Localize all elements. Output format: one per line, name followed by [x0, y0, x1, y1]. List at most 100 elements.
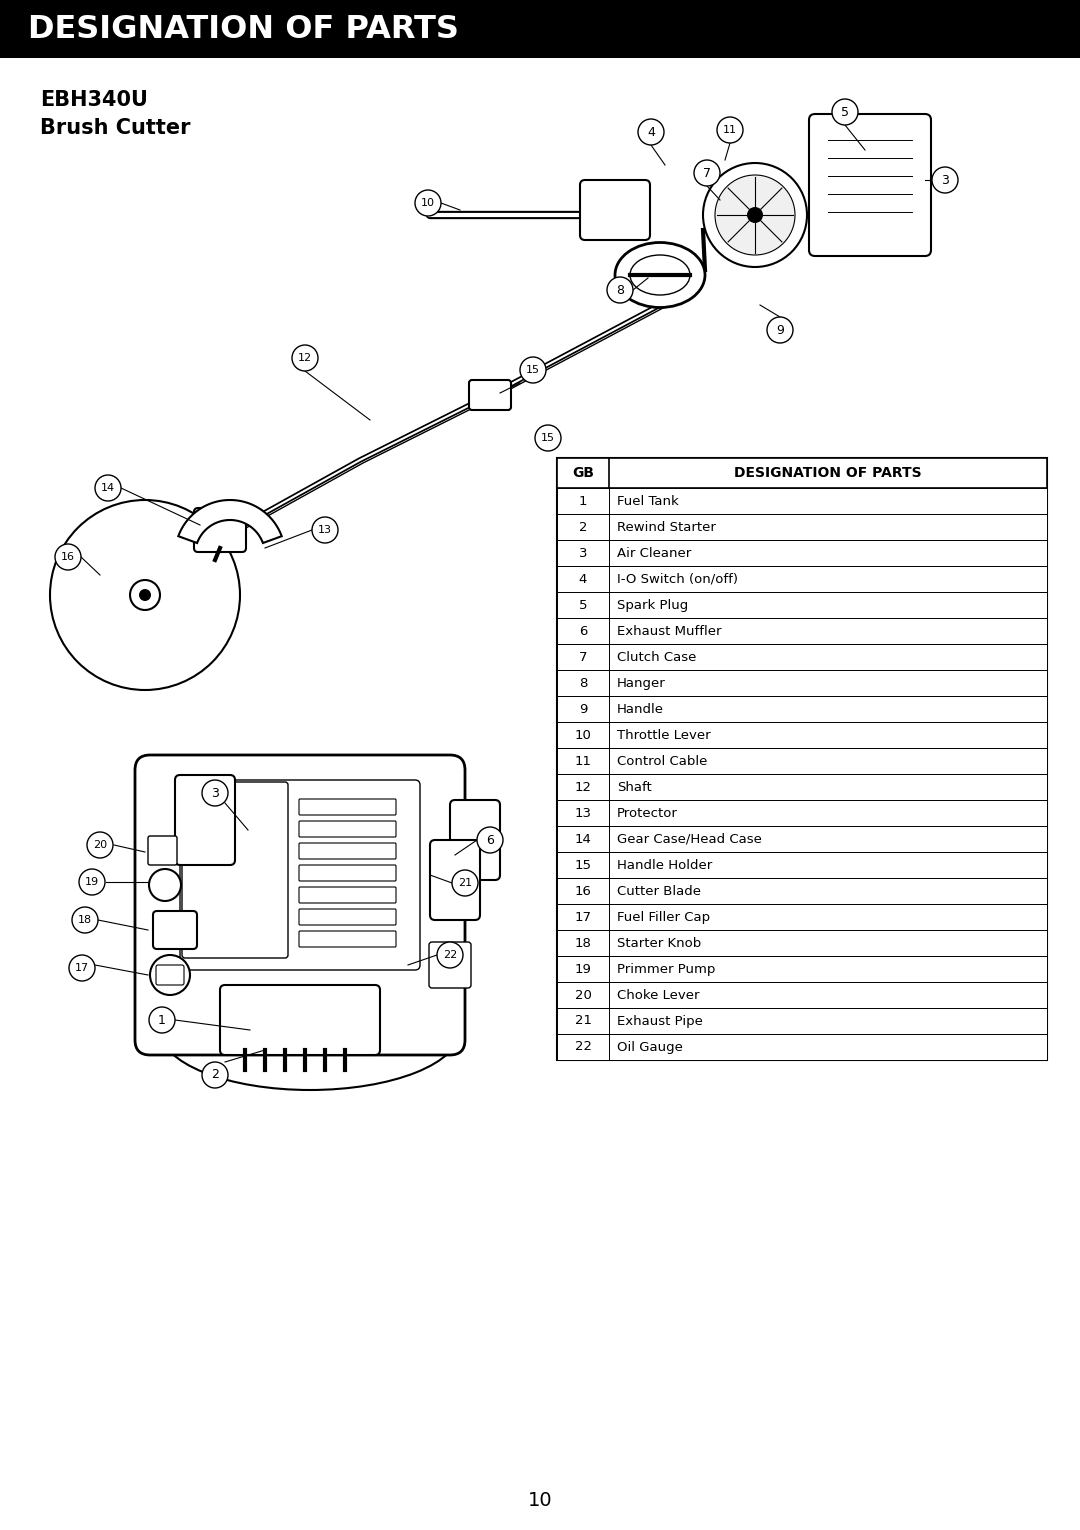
Text: 9: 9 [777, 323, 784, 337]
Text: DESIGNATION OF PARTS: DESIGNATION OF PARTS [28, 14, 459, 44]
Text: 5: 5 [579, 598, 588, 612]
Polygon shape [178, 500, 282, 543]
Text: 10: 10 [575, 728, 592, 742]
Text: 20: 20 [575, 988, 592, 1002]
Text: Handle Holder: Handle Holder [617, 858, 712, 872]
Bar [557, 618, 1047, 644]
Circle shape [55, 545, 81, 571]
Text: Choke Lever: Choke Lever [617, 988, 700, 1002]
Text: 4: 4 [579, 572, 588, 586]
Circle shape [69, 955, 95, 981]
Circle shape [932, 167, 958, 193]
Circle shape [715, 174, 795, 256]
Circle shape [717, 116, 743, 142]
Circle shape [607, 277, 633, 303]
Bar [557, 826, 1047, 852]
Circle shape [202, 1062, 228, 1088]
Bar [557, 644, 1047, 670]
Circle shape [638, 119, 664, 145]
FancyBboxPatch shape [183, 782, 288, 958]
Circle shape [747, 207, 762, 223]
Text: Brush Cutter: Brush Cutter [40, 118, 190, 138]
FancyBboxPatch shape [299, 909, 396, 926]
Bar [557, 670, 1047, 696]
FancyBboxPatch shape [220, 985, 380, 1056]
Text: 17: 17 [575, 910, 592, 924]
Bar [557, 457, 1047, 1060]
Text: 18: 18 [78, 915, 92, 926]
Text: 10: 10 [421, 197, 435, 208]
FancyBboxPatch shape [299, 864, 396, 881]
Text: Shaft: Shaft [617, 780, 651, 794]
FancyBboxPatch shape [194, 508, 246, 552]
Text: 6: 6 [486, 834, 494, 846]
Bar [557, 540, 1047, 566]
Circle shape [312, 517, 338, 543]
Bar [557, 1008, 1047, 1034]
Bar [557, 696, 1047, 722]
Text: Spark Plug: Spark Plug [617, 598, 688, 612]
Text: 20: 20 [93, 840, 107, 851]
Text: Air Cleaner: Air Cleaner [617, 546, 691, 560]
Bar [0, 0, 1080, 58]
Bar [557, 514, 1047, 540]
Text: 19: 19 [575, 962, 592, 976]
FancyBboxPatch shape [153, 910, 197, 949]
Circle shape [95, 474, 121, 500]
Circle shape [150, 955, 190, 995]
Text: Protector: Protector [617, 806, 678, 820]
Bar [557, 774, 1047, 800]
FancyBboxPatch shape [148, 835, 177, 864]
Text: Primmer Pump: Primmer Pump [617, 962, 715, 976]
FancyBboxPatch shape [299, 799, 396, 815]
Text: Exhaust Muffler: Exhaust Muffler [617, 624, 721, 638]
Text: Oil Gauge: Oil Gauge [617, 1040, 683, 1054]
Text: 16: 16 [575, 884, 592, 898]
Text: Exhaust Pipe: Exhaust Pipe [617, 1014, 703, 1028]
Circle shape [139, 589, 151, 601]
Text: 21: 21 [575, 1014, 592, 1028]
Bar [557, 457, 1047, 488]
Text: EBH340U: EBH340U [40, 90, 148, 110]
FancyBboxPatch shape [299, 822, 396, 837]
Circle shape [79, 869, 105, 895]
Bar [557, 878, 1047, 904]
Text: 18: 18 [575, 936, 592, 950]
Text: Hanger: Hanger [617, 676, 665, 690]
Circle shape [292, 344, 318, 370]
Text: Throttle Lever: Throttle Lever [617, 728, 711, 742]
Circle shape [130, 580, 160, 610]
FancyBboxPatch shape [299, 843, 396, 858]
Circle shape [202, 780, 228, 806]
Text: Fuel Filler Cap: Fuel Filler Cap [617, 910, 711, 924]
Bar [557, 956, 1047, 982]
Circle shape [87, 832, 113, 858]
Text: I-O Switch (on/off): I-O Switch (on/off) [617, 572, 738, 586]
FancyBboxPatch shape [809, 115, 931, 256]
Circle shape [832, 99, 858, 125]
Text: 3: 3 [579, 546, 588, 560]
Text: 14: 14 [575, 832, 592, 846]
Text: 13: 13 [318, 525, 332, 536]
Ellipse shape [630, 256, 690, 295]
Text: 12: 12 [575, 780, 592, 794]
Circle shape [477, 828, 503, 854]
Text: 19: 19 [85, 877, 99, 887]
FancyBboxPatch shape [429, 942, 471, 988]
Text: 22: 22 [575, 1040, 592, 1054]
Ellipse shape [615, 242, 705, 308]
Text: 17: 17 [75, 962, 89, 973]
Text: 22: 22 [443, 950, 457, 959]
Bar [557, 852, 1047, 878]
Bar [557, 930, 1047, 956]
FancyBboxPatch shape [135, 754, 465, 1056]
Bar [557, 722, 1047, 748]
Text: 12: 12 [298, 353, 312, 363]
Text: Clutch Case: Clutch Case [617, 650, 697, 664]
FancyBboxPatch shape [156, 965, 184, 985]
Circle shape [694, 161, 720, 187]
Text: 14: 14 [100, 483, 116, 493]
Circle shape [149, 869, 181, 901]
Text: 2: 2 [211, 1068, 219, 1082]
FancyBboxPatch shape [299, 887, 396, 903]
